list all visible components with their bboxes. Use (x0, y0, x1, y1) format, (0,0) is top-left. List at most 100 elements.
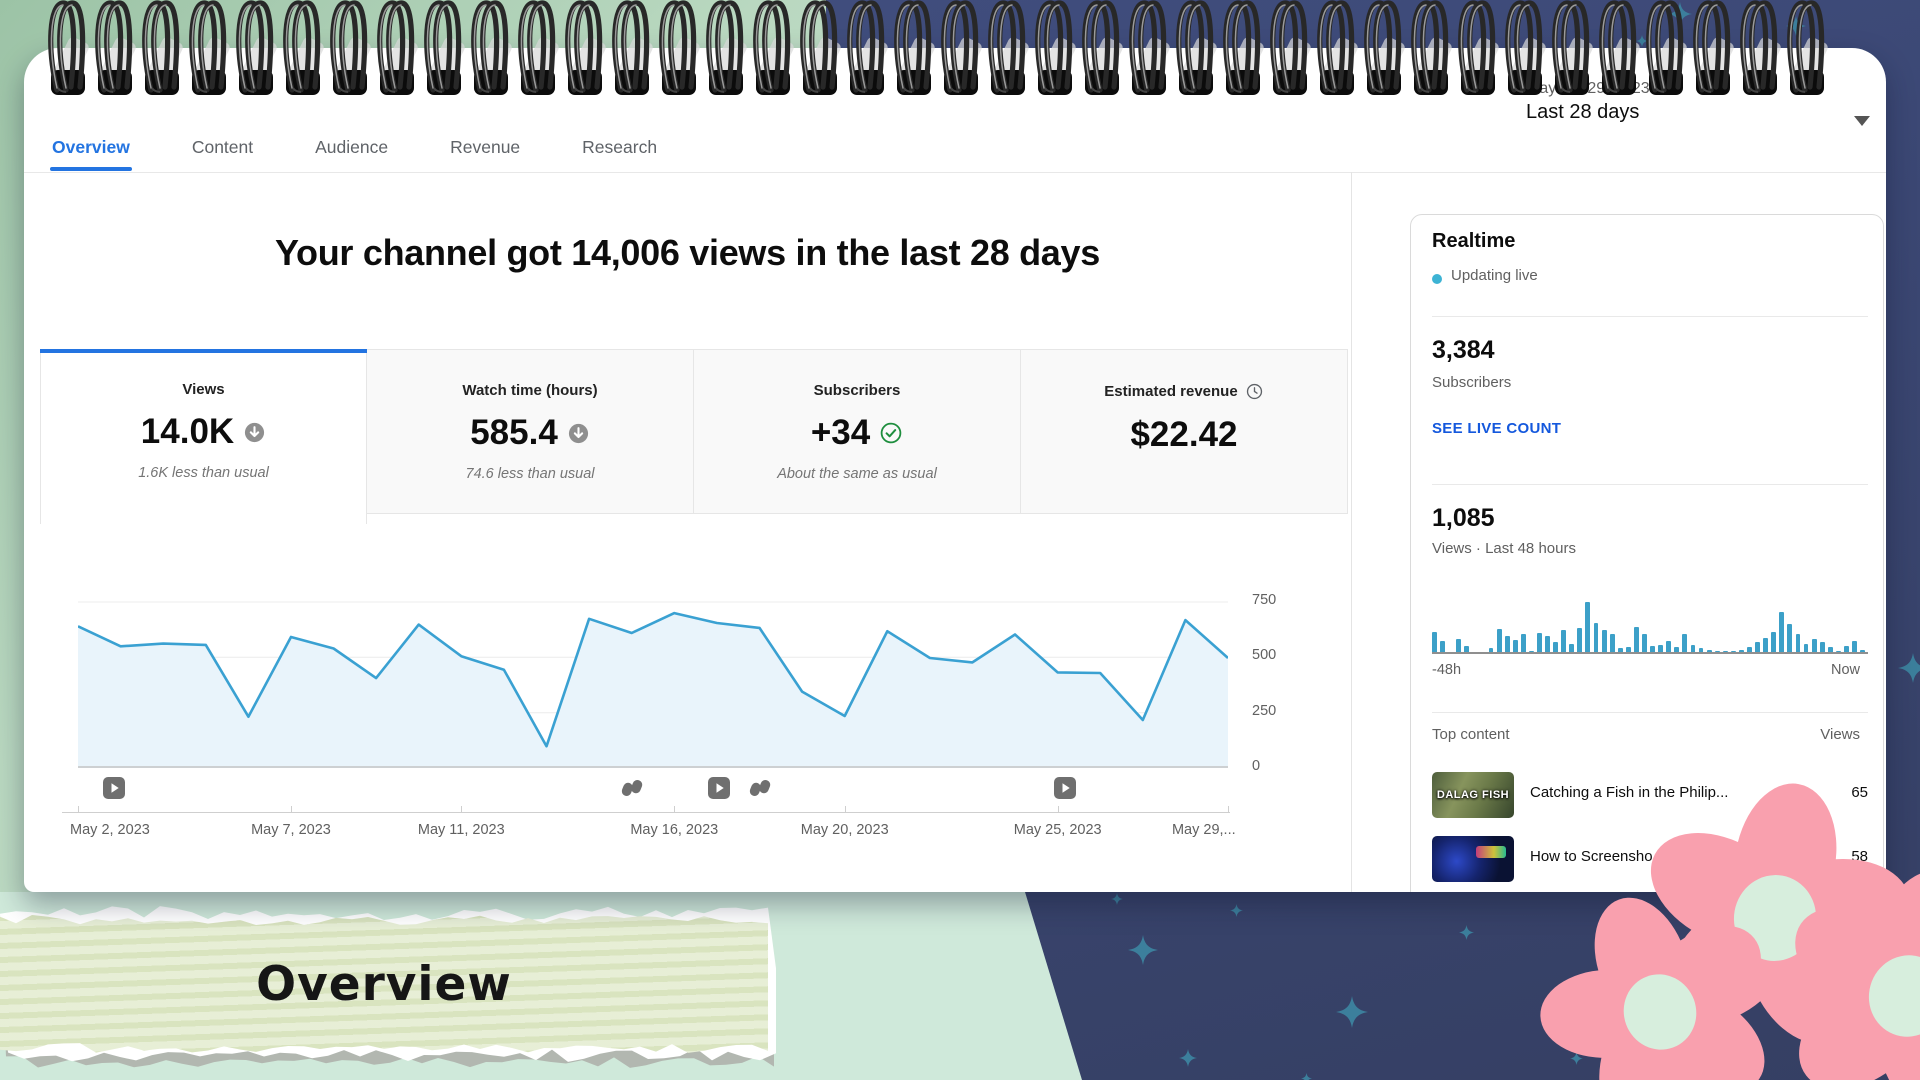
realtime-bar (1456, 638, 1462, 652)
realtime-bar (1440, 641, 1445, 652)
spiral-binding-coil (941, 0, 982, 95)
x-tick-mark (1057, 806, 1059, 813)
sparkle-star-icon (1898, 653, 1920, 688)
video-published-icon[interactable] (707, 776, 731, 800)
spiral-binding-coil (753, 0, 794, 95)
realtime-bar (1803, 643, 1809, 652)
sparkle-star-icon (1128, 935, 1158, 970)
realtime-bar (1601, 630, 1607, 652)
realtime-bar (1706, 649, 1712, 652)
tab-revenue[interactable]: Revenue (450, 136, 521, 157)
video-views: 65 (1851, 784, 1868, 801)
summary-headline: Your channel got 14,006 views in the las… (275, 232, 1100, 273)
spiral-binding-coil (424, 0, 465, 95)
x-tick-label: May 16, 2023 (630, 822, 719, 838)
x-tick-label: May 11, 2023 (417, 822, 505, 838)
y-tick-label: 250 (1252, 702, 1277, 719)
realtime-bar (1747, 647, 1752, 652)
tab-content[interactable]: Content (191, 136, 254, 157)
trend-down-icon (245, 422, 265, 442)
views-last-48h-label: Views · Last 48 hours (1432, 540, 1576, 557)
realtime-bar (1585, 601, 1591, 652)
tab-audience[interactable]: Audience (315, 136, 389, 157)
clock-icon (1246, 383, 1262, 400)
sparkle-star-icon (1458, 924, 1474, 945)
divider (1432, 316, 1868, 317)
spiral-binding-coil (1223, 0, 1264, 95)
spiral-binding-coil (283, 0, 324, 95)
video-title: How to Screensho (1530, 848, 1653, 865)
x-tick-mark (844, 806, 846, 813)
realtime-bar (1819, 642, 1825, 652)
video-published-icon[interactable] (102, 776, 126, 800)
realtime-bar (1488, 648, 1494, 652)
realtime-bar (1496, 629, 1502, 652)
spiral-binding-coil (48, 0, 89, 95)
spiral-binding-coil (988, 0, 1029, 95)
spiral-binding-coil (706, 0, 747, 95)
realtime-subscriber-count: 3,384 (1432, 336, 1495, 364)
realtime-bar (1852, 641, 1857, 652)
realtime-bar (1504, 636, 1510, 652)
x-tick-label: May 20, 2023 (800, 822, 889, 838)
tab-overview[interactable]: Overview (50, 136, 132, 171)
shorts-published-icon[interactable] (620, 776, 644, 800)
metric-value: 585.4 (470, 413, 558, 452)
metric-card-subscribers[interactable]: Subscribers +34 About the same as usual (694, 349, 1021, 514)
spiral-binding-coil (377, 0, 418, 95)
realtime-bar (1835, 650, 1841, 652)
realtime-bar (1432, 631, 1437, 652)
torn-paper-strip: Overview (0, 915, 768, 1053)
realtime-bar-chart (1432, 590, 1868, 652)
realtime-bar (1690, 644, 1696, 652)
x-tick-label: May 29,... (1171, 822, 1236, 838)
views-line-chart (78, 601, 1228, 768)
realtime-bar (1682, 634, 1688, 652)
subscribers-label: Subscribers (1432, 374, 1512, 391)
realtime-bar (1722, 650, 1728, 652)
updating-live-label: Updating live (1451, 267, 1538, 284)
spiral-binding-coil (1740, 0, 1781, 95)
header-divider (24, 172, 1886, 173)
x-tick-mark (78, 806, 79, 813)
spiral-binding-coil (1599, 0, 1640, 95)
spiral-binding-coil (471, 0, 512, 95)
shorts-published-icon[interactable] (748, 776, 772, 800)
x-tick-label: May 2, 2023 (70, 822, 150, 838)
top-content-row[interactable]: DALAG FISH Catching a Fish in the Philip… (1432, 772, 1868, 818)
trend-down-icon (568, 423, 588, 443)
spiral-binding-coil (1646, 0, 1687, 95)
spiral-binding-coil (565, 0, 606, 95)
realtime-bar (1553, 642, 1559, 652)
see-live-count-link[interactable]: SEE LIVE COUNT (1432, 420, 1562, 437)
x-tick-label: May 7, 2023 (251, 822, 331, 838)
y-tick-label: 500 (1252, 647, 1277, 664)
spiral-binding-coil (847, 0, 888, 95)
spiral-binding-coil (1317, 0, 1358, 95)
video-published-icon[interactable] (1053, 776, 1077, 800)
live-dot-icon (1432, 274, 1442, 284)
video-thumbnail (1432, 836, 1514, 882)
metric-card-revenue[interactable]: Estimated revenue $22.42 (1021, 349, 1348, 514)
spiral-binding-coil (1035, 0, 1076, 95)
y-tick-label: 0 (1252, 758, 1261, 774)
axis-label-now: Now (1830, 662, 1860, 678)
metric-card-watch-time[interactable]: Watch time (hours) 585.4 74.6 less than … (367, 349, 694, 514)
metric-card-views[interactable]: Views 14.0K 1.6K less than usual (40, 349, 367, 524)
tab-research[interactable]: Research (582, 136, 658, 157)
spiral-binding-coil (142, 0, 183, 95)
spiral-binding-coil (1505, 0, 1546, 95)
realtime-bar (1609, 634, 1615, 652)
realtime-bar (1771, 631, 1777, 652)
realtime-bar (1464, 646, 1470, 652)
analytics-tab-bar: Overview Content Audience Revenue Resear… (50, 132, 658, 171)
realtime-bar (1528, 650, 1534, 652)
metric-label: Watch time (hours) (462, 382, 598, 399)
metric-label: Subscribers (813, 382, 901, 399)
spiral-binding-coil (236, 0, 277, 95)
spiral-binding-coil (1129, 0, 1170, 95)
top-content-row[interactable]: How to Screensho 58 (1432, 836, 1868, 882)
sidebar-divider (1351, 172, 1352, 892)
metric-label: Estimated revenue (1104, 383, 1238, 400)
